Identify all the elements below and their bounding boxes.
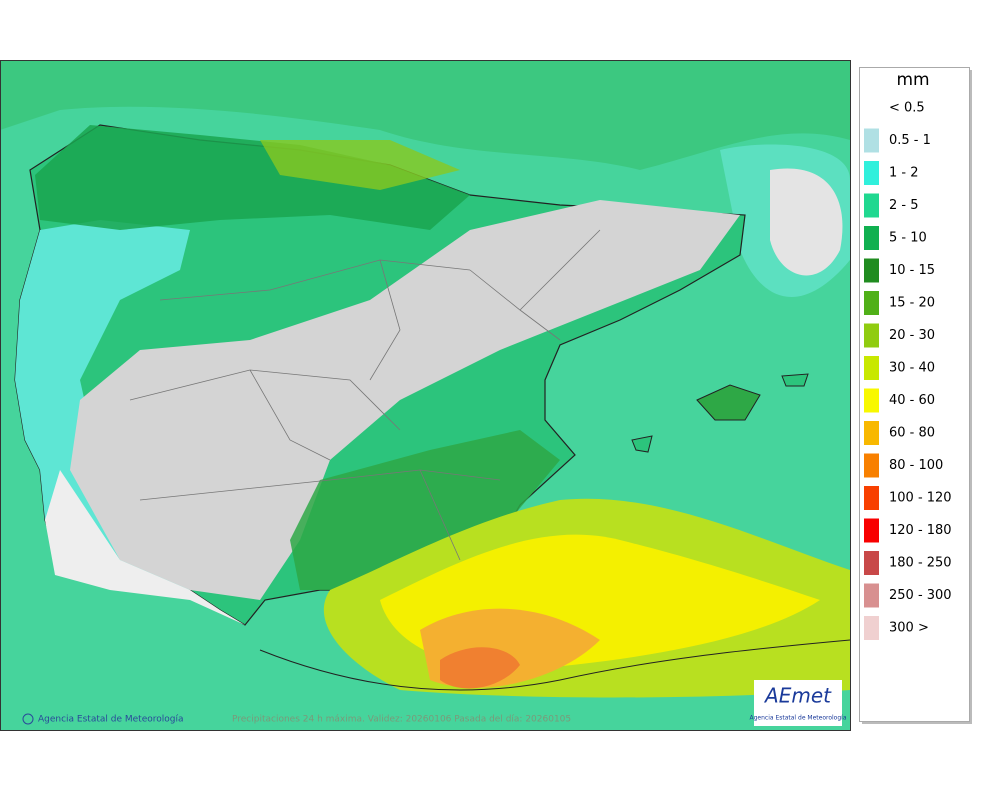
southeast-rain [290, 430, 560, 590]
cantabria-rain [260, 140, 460, 190]
legend-swatch [864, 551, 879, 575]
legend: < 0.5 0.5 - 1 1 - 2 2 - 5 5 - 10 10 - 15 15 - … [864, 96, 952, 640]
copyright-icon [22, 713, 34, 725]
logo-box [754, 680, 842, 726]
legend-label: 2 - 5 [889, 198, 919, 213]
mallorca [696, 384, 761, 421]
footer-center: Precipitaciones 24 h máxima. Validez: 20… [232, 715, 571, 725]
legend-label: 5 - 10 [889, 231, 927, 246]
legend-title: mm [896, 70, 929, 90]
menorca [781, 373, 809, 387]
legend-swatch [864, 421, 879, 445]
north-rain [35, 125, 470, 230]
legend-label: 60 - 80 [889, 426, 935, 441]
southwest-coast [45, 470, 245, 625]
legend-label: 120 - 180 [889, 523, 952, 538]
legend-swatch [864, 583, 879, 608]
legend-swatch [864, 193, 879, 218]
logo-name: AEmet [763, 684, 832, 708]
legend-swatch [864, 356, 879, 380]
legend-swatch [864, 226, 879, 250]
legend-label: 10 - 15 [889, 263, 935, 278]
legend-swatch [864, 486, 879, 510]
legend-swatch [864, 323, 879, 348]
legend-swatch [864, 453, 879, 478]
map: Agencia Estatal de Meteorología Precipit… [0, 60, 850, 730]
legend-swatch [864, 128, 879, 153]
legend-label: 30 - 40 [889, 361, 935, 376]
legend-label: 180 - 250 [889, 556, 952, 571]
region-borders [129, 229, 601, 561]
legend-swatch [864, 96, 879, 120]
dry-interior [70, 200, 740, 600]
alboran-peak [440, 647, 520, 689]
map-frame [0, 60, 851, 731]
legend-swatch [864, 161, 879, 185]
legend-swatch [864, 388, 879, 413]
legend-label: 250 - 300 [889, 588, 952, 603]
legend-label: 100 - 120 [889, 491, 952, 506]
legend-swatch [864, 518, 879, 543]
legend-label: < 0.5 [889, 101, 925, 116]
legend-swatch [864, 616, 879, 640]
legend-swatch [864, 258, 879, 283]
legend-label: 20 - 30 [889, 328, 935, 343]
legend-label: 300 > [889, 621, 929, 636]
legend-label: 15 - 20 [889, 296, 935, 311]
north-sea [0, 60, 850, 170]
africa-coast [259, 639, 850, 691]
legend-label: 40 - 60 [889, 393, 935, 408]
logo-caption: Agencia Estatal de Meteorología [750, 715, 847, 722]
legend-label: 1 - 2 [889, 166, 919, 181]
ibiza [631, 435, 653, 453]
legend-label: 0.5 - 1 [889, 133, 931, 148]
legend-label: 80 - 100 [889, 458, 943, 473]
france-coast [770, 168, 843, 276]
legend-swatch [864, 291, 879, 315]
footer-left: Agencia Estatal de Meteorología [38, 715, 184, 725]
